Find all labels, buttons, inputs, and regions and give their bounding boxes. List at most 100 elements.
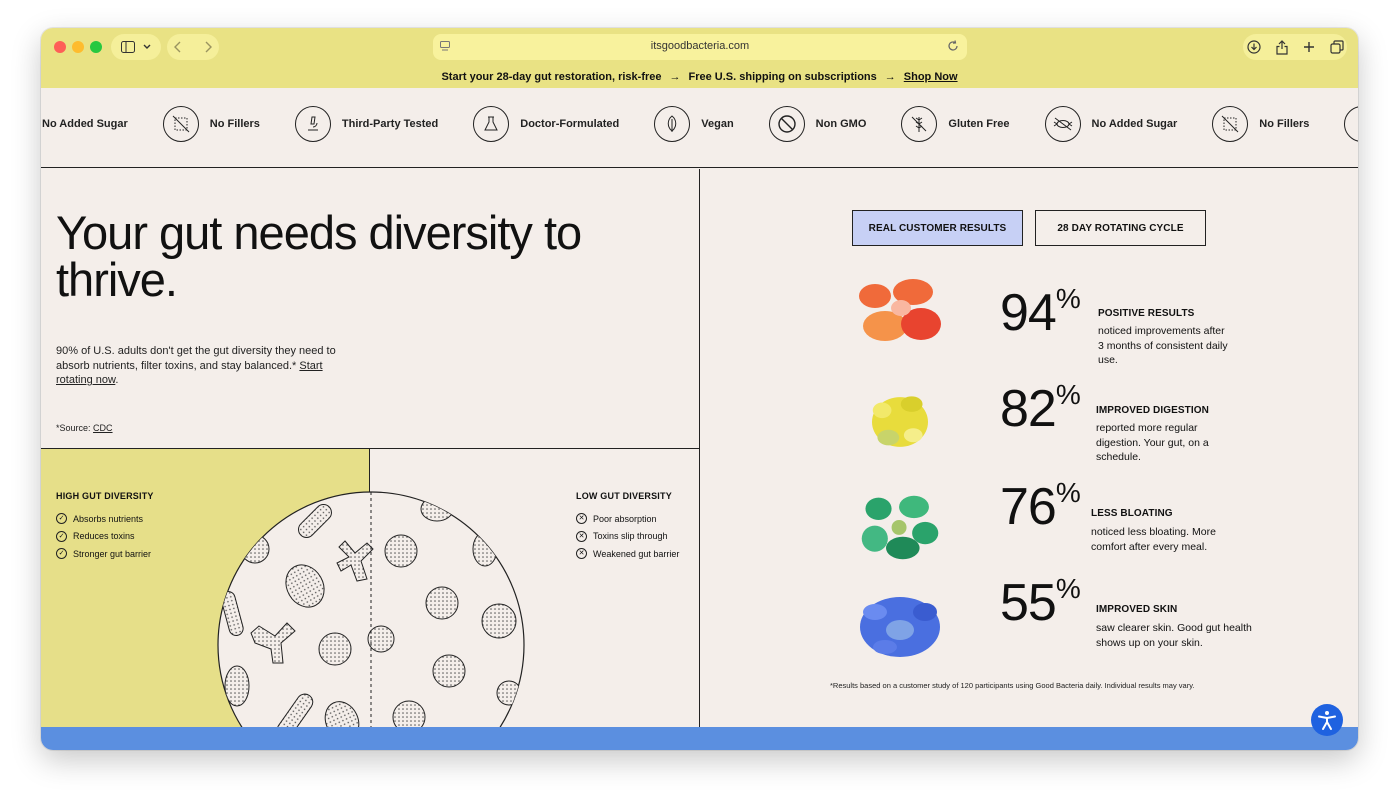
results-disclaimer: *Results based on a customer study of 12…	[830, 681, 1195, 690]
tab-real-customer-results[interactable]: REAL CUSTOMER RESULTS	[852, 210, 1023, 246]
microscope-icon	[294, 106, 331, 142]
list-item-label: Stronger gut barrier	[73, 548, 152, 559]
low-diversity-list: ✕ Poor absorption ✕ Toxins slip through ✕ W…	[576, 510, 679, 563]
new-tab-icon[interactable]	[1303, 41, 1315, 53]
flask-icon	[473, 106, 510, 142]
no-fillers-icon	[162, 106, 199, 142]
navigation-buttons	[167, 34, 219, 60]
hero-intro-text: 90% of U.S. adults don't get the gut div…	[56, 345, 336, 372]
hero-intro: 90% of U.S. adults don't get the gut div…	[56, 345, 336, 387]
stat-value: 76%	[1000, 477, 1081, 536]
badge-label: No Fillers	[209, 118, 260, 130]
hero-headline: Your gut needs diversity to thrive.	[56, 206, 582, 306]
badge-no-fillers: No Fillers	[162, 106, 260, 142]
announcement-bar: Start your 28-day gut restoration, risk-…	[41, 66, 1358, 88]
no-fillers-icon	[1212, 106, 1249, 142]
badge-label: No Added Sugar	[42, 118, 128, 130]
browser-window: itsgoodbacteria.com Start your 28-day gu…	[41, 28, 1358, 750]
prohibited-icon	[768, 106, 805, 142]
yellow-flower-illustration	[872, 396, 928, 447]
stat-description: noticed less bloating. More comfort afte…	[1091, 526, 1216, 553]
source-label: *Source:	[56, 423, 91, 433]
no-sugar-icon	[1044, 106, 1081, 142]
badge-icon	[1344, 106, 1358, 142]
chevron-down-icon	[143, 44, 151, 49]
wheat-icon	[901, 106, 938, 142]
stat-title: POSITIVE RESULTS	[1098, 308, 1195, 319]
high-diversity-list: ✓ Absorbs nutrients ✓ Reduces toxins ✓ Stro…	[56, 510, 151, 563]
accessibility-button[interactable]	[1311, 704, 1343, 736]
check-icon: ✓	[56, 530, 67, 542]
badge-label: Vegan	[701, 118, 734, 130]
back-icon[interactable]	[174, 41, 182, 53]
check-icon: ✓	[56, 513, 67, 525]
forward-icon[interactable]	[204, 41, 212, 53]
badge-label: No Added Sugar	[1091, 118, 1178, 130]
arrow-right-icon: →	[669, 71, 681, 83]
start-rotating-link[interactable]: Start rotating now	[56, 359, 323, 387]
list-item: ✓ Reduces toxins	[56, 528, 151, 546]
benefits-marquee: No Added Sugar No Fillers Third-Party Te…	[41, 88, 1358, 168]
stat-value: 82%	[1000, 379, 1081, 438]
url-text: itsgoodbacteria.com	[650, 40, 750, 52]
zoom-window-button[interactable]	[90, 41, 102, 53]
list-item-label: Reduces toxins	[73, 531, 135, 542]
badge-label: No Fillers	[1259, 118, 1310, 130]
low-diversity-title: LOW GUT DIVERSITY	[576, 491, 672, 501]
badge-label: Non GMO	[815, 118, 867, 130]
x-icon: ✕	[576, 548, 587, 560]
announcement-message: Start your 28-day gut restoration, risk-…	[441, 71, 662, 83]
shop-now-link[interactable]: Shop Now	[903, 71, 958, 83]
list-item-label: Toxins slip through	[593, 531, 668, 542]
customer-results-panel: REAL CUSTOMER RESULTS 28 DAY ROTATING CY…	[700, 169, 1358, 727]
badge-gluten-free: Gluten Free	[901, 106, 1010, 142]
stat-description: noticed improvements after 3 months of c…	[1098, 325, 1228, 366]
stat-title: IMPROVED DIGESTION	[1096, 405, 1209, 416]
list-item-label: Weakened gut barrier	[593, 548, 680, 559]
badge-doctor-formulated: Doctor-Formulated	[473, 106, 619, 142]
list-item: ✕ Weakened gut barrier	[576, 545, 679, 563]
sidebar-toggle-button[interactable]	[111, 34, 161, 60]
minimize-window-button[interactable]	[72, 41, 84, 53]
blue-flower-illustration	[860, 597, 940, 657]
stat-description: saw clearer skin. Good gut health shows …	[1096, 622, 1252, 649]
toolbar-actions	[1243, 34, 1347, 60]
badge-non-gmo: Non GMO	[768, 106, 867, 142]
stat-value: 94%	[1000, 283, 1081, 342]
reload-icon[interactable]	[947, 40, 959, 52]
list-item: ✕ Toxins slip through	[576, 528, 679, 546]
x-icon: ✕	[576, 513, 587, 525]
stat-value: 55%	[1000, 573, 1081, 632]
tab-overview-icon[interactable]	[1329, 40, 1344, 54]
share-icon[interactable]	[1275, 39, 1288, 55]
green-flower-illustration	[861, 495, 939, 560]
stat-description: reported more regular digestion. Your gu…	[1096, 422, 1209, 463]
page-menu-icon[interactable]	[440, 41, 450, 52]
gut-bacteria-illustration	[217, 491, 525, 727]
stat-title: LESS BLOATING	[1091, 508, 1173, 519]
x-icon: ✕	[576, 530, 587, 542]
badge-label: Third-Party Tested	[341, 118, 439, 130]
cdc-link[interactable]: CDC	[93, 423, 113, 433]
check-icon: ✓	[56, 548, 67, 560]
source-note: *Source: CDC	[56, 423, 113, 433]
list-item: ✕ Poor absorption	[576, 510, 679, 528]
list-item: ✓ Stronger gut barrier	[56, 545, 151, 563]
arrow-right-icon: →	[884, 71, 896, 83]
tab-28-day-rotating-cycle[interactable]: 28 DAY ROTATING CYCLE	[1035, 210, 1206, 246]
stat-title: IMPROVED SKIN	[1096, 604, 1178, 615]
badge-label: Gluten Free	[948, 118, 1010, 130]
hero-panel: Your gut needs diversity to thrive. 90% …	[41, 169, 700, 449]
accessibility-icon	[1318, 711, 1336, 730]
shipping-message: Free U.S. shipping on subscriptions	[688, 71, 877, 83]
download-icon[interactable]	[1246, 40, 1261, 54]
close-window-button[interactable]	[54, 41, 66, 53]
next-section-preview	[41, 727, 1358, 750]
list-item: ✓ Absorbs nutrients	[56, 510, 151, 528]
high-diversity-title: HIGH GUT DIVERSITY	[56, 491, 154, 501]
badge-next-partial	[1344, 106, 1358, 142]
badge-no-added-sugar: No Added Sugar	[1044, 106, 1178, 142]
badge-no-fillers: No Fillers	[1212, 106, 1309, 142]
address-bar[interactable]: itsgoodbacteria.com	[433, 34, 967, 60]
leaf-icon	[654, 106, 691, 142]
